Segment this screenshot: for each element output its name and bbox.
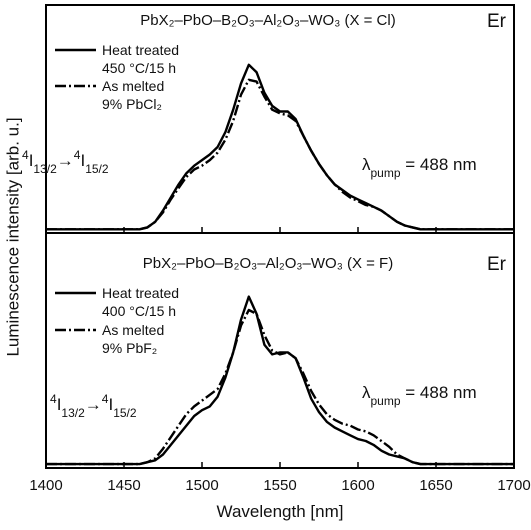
- text-part: I: [108, 395, 113, 414]
- text-part: →: [57, 151, 74, 170]
- text-part: 4: [22, 148, 29, 162]
- transition-label: 4I13/2→4I15/2: [22, 148, 109, 176]
- element-label: Er: [487, 254, 507, 275]
- legend-label: Heat treated 450 °C/15 h: [102, 42, 180, 76]
- x-tick-label: 1650: [419, 477, 452, 494]
- text-part: I: [29, 151, 34, 170]
- element-label: Er: [487, 11, 507, 32]
- text-part: pump: [371, 166, 401, 180]
- text-part: I: [57, 395, 62, 414]
- panel-title: PbX₂–PbO–B₂O₃–Al₂O₃–WO₃ (X = F): [143, 255, 393, 272]
- transition-label: 4I13/2→4I15/2: [50, 392, 137, 420]
- plot-frame: [45, 4, 515, 234]
- text-part: 4: [74, 148, 81, 162]
- text-part: 13/2: [33, 162, 57, 176]
- x-tick-label: 1600: [341, 477, 374, 494]
- x-tick-label: 1550: [263, 477, 296, 494]
- pump-label: λpump = 488 nm: [362, 383, 477, 408]
- text-part: λ: [362, 155, 371, 174]
- x-axis-label: Wavelength [nm]: [217, 502, 344, 521]
- legend-label: As melted 9% PbCl₂: [102, 78, 165, 112]
- text-part: pump: [371, 394, 401, 408]
- text-part: →: [85, 395, 102, 414]
- panel-title: PbX₂–PbO–B₂O₃–Al₂O₃–WO₃ (X = Cl): [140, 12, 395, 29]
- x-tick-label: 1450: [107, 477, 140, 494]
- text-part: λ: [362, 383, 371, 402]
- text-part: 4: [50, 392, 57, 406]
- data-line: [46, 308, 514, 466]
- text-part: I: [80, 151, 85, 170]
- text-part: 15/2: [113, 406, 137, 420]
- text-part: 13/2: [61, 406, 85, 420]
- legend-label: Heat treated 400 °C/15 h: [102, 285, 180, 319]
- text-part: 4: [102, 392, 109, 406]
- text-part: = 488 nm: [401, 383, 477, 402]
- x-tick-label: 1500: [185, 477, 218, 494]
- y-axis-label: Luminescence intensity [arb. u.]: [3, 117, 22, 356]
- text-part: = 488 nm: [401, 155, 477, 174]
- x-tick-label: 1400: [29, 477, 62, 494]
- legend-label: As melted 9% PbF₂: [102, 322, 165, 356]
- data-line: [46, 78, 514, 231]
- data-line: [46, 295, 514, 466]
- pump-label: λpump = 488 nm: [362, 155, 477, 180]
- x-tick-label: 1700: [497, 477, 530, 494]
- text-part: 15/2: [85, 162, 109, 176]
